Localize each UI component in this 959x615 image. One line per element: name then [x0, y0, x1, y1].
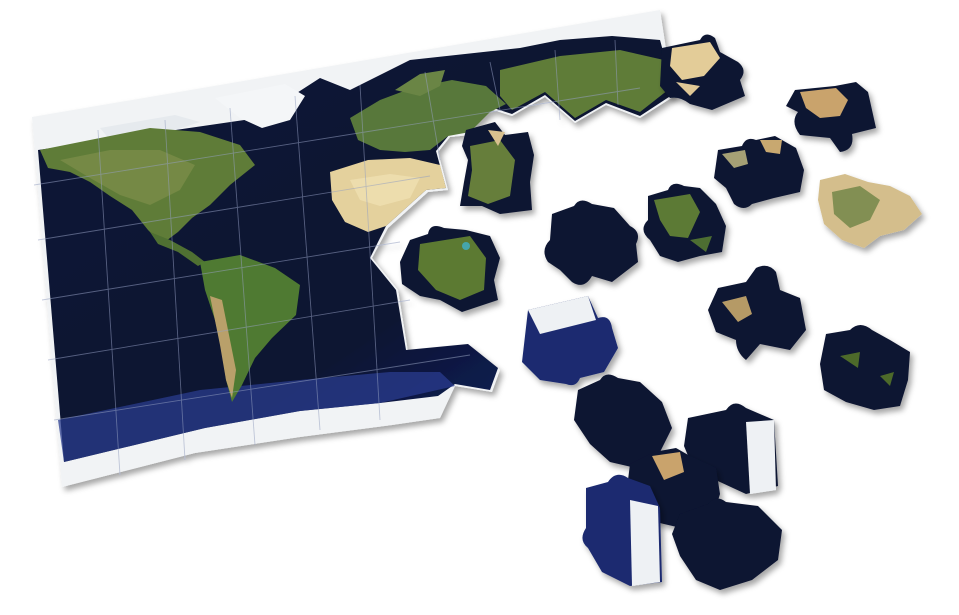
- scandinavia: [395, 70, 445, 96]
- greenland-ice: [215, 84, 305, 128]
- north-america-shade: [60, 150, 195, 205]
- puzzle-piece-asia-interior[interactable]: [818, 174, 922, 248]
- puzzle-piece-australia[interactable]: [708, 265, 806, 360]
- sahara-dune: [350, 174, 420, 206]
- central-america: [150, 232, 205, 266]
- loose-pieces: [400, 34, 922, 590]
- andes-desert: [210, 296, 236, 398]
- asia-north: [500, 50, 668, 118]
- puzzle-piece-antarctic-edge[interactable]: [522, 296, 618, 386]
- puzzle-seams: [33, 39, 641, 476]
- puzzle-piece-ocean-3[interactable]: [672, 498, 782, 590]
- puzzle-piece-pacific[interactable]: [820, 325, 910, 410]
- puzzle-piece-antarctic-bottom[interactable]: [582, 474, 662, 586]
- europe: [350, 80, 506, 152]
- puzzle-piece-india[interactable]: [714, 136, 804, 208]
- puzzle-piece-ocean-1[interactable]: [544, 200, 638, 285]
- puzzle-piece-asia-top[interactable]: [660, 34, 745, 110]
- puzzle-piece-southeast-asia[interactable]: [643, 183, 726, 262]
- assembled-puzzle-board: [32, 10, 676, 487]
- southern-ocean: [58, 372, 455, 462]
- puzzle-piece-arabia[interactable]: [786, 82, 876, 152]
- puzzle-piece-ocean-2[interactable]: [574, 374, 672, 468]
- puzzle-piece-central-africa[interactable]: [400, 226, 500, 312]
- puzzle-piece-africa-green[interactable]: [460, 122, 534, 214]
